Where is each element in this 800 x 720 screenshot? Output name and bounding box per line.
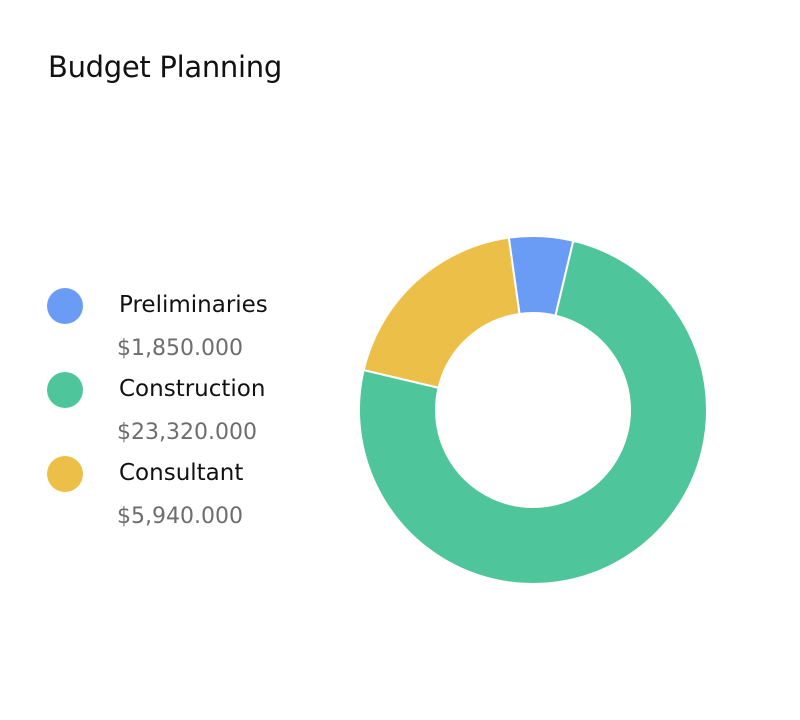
- donut-slice-consultant: [362, 236, 521, 389]
- legend-label: Construction: [119, 376, 266, 402]
- legend-label: Consultant: [119, 460, 244, 486]
- card-title: Budget Planning: [48, 50, 282, 84]
- donut-slice-construction: [358, 239, 708, 585]
- legend-value: $23,320.000: [117, 420, 257, 445]
- legend-label: Preliminaries: [119, 292, 268, 318]
- legend-item-preliminaries: Preliminaries $1,850.000: [47, 286, 347, 370]
- donut-chart: [358, 235, 708, 585]
- chart-legend: Preliminaries $1,850.000 Construction $2…: [47, 286, 347, 538]
- legend-item-consultant: Consultant $5,940.000: [47, 454, 347, 538]
- legend-value: $5,940.000: [117, 504, 243, 529]
- legend-color-dot: [47, 372, 83, 408]
- legend-color-dot: [47, 456, 83, 492]
- legend-value: $1,850.000: [117, 336, 243, 361]
- legend-item-construction: Construction $23,320.000: [47, 370, 347, 454]
- legend-color-dot: [47, 288, 83, 324]
